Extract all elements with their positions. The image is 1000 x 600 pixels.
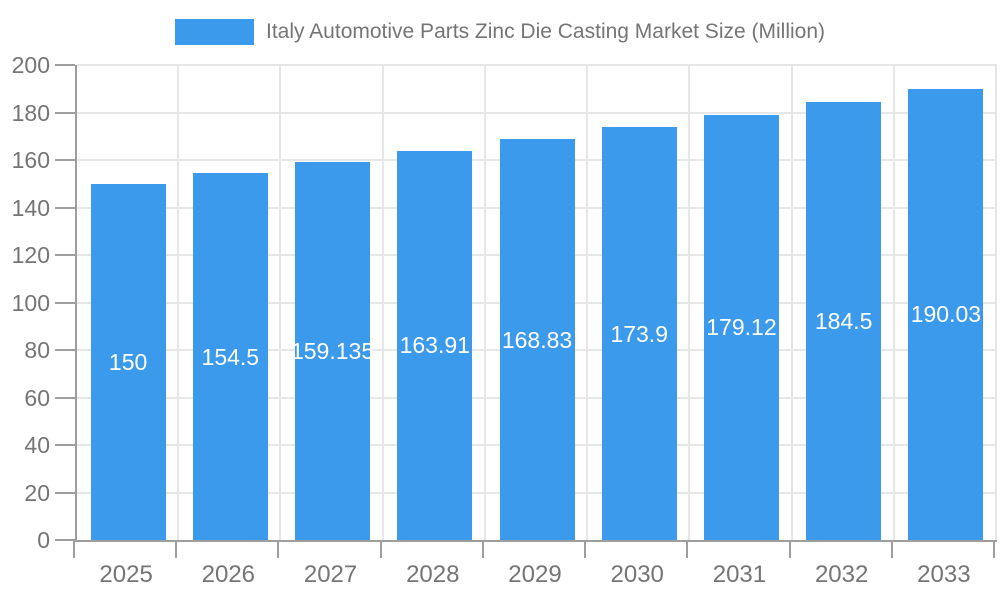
x-axis-tick-label: 2027 <box>303 561 358 588</box>
x-axis-tick <box>890 540 893 558</box>
y-axis-tick-label: 160 <box>11 147 50 173</box>
y-axis-tick-label: 140 <box>11 194 50 221</box>
y-axis-tick <box>55 349 75 351</box>
v-gridline <box>790 65 793 540</box>
y-axis-tick-label: 60 <box>24 384 50 411</box>
bar-value-label: 168.83 <box>501 326 573 353</box>
x-axis-tick <box>175 540 178 558</box>
v-gridline <box>688 65 691 540</box>
y-axis-tick <box>55 491 75 494</box>
y-axis-tick-label: 20 <box>24 479 50 506</box>
y-axis-tick-label: 0 <box>37 527 50 553</box>
h-gridline <box>77 64 997 66</box>
x-axis-tick <box>277 540 280 558</box>
y-axis-tick <box>55 64 75 66</box>
x-axis-tick-label: 2030 <box>610 561 664 588</box>
x-axis-tick <box>686 540 689 558</box>
legend[interactable]: Italy Automotive Parts Zinc Die Casting … <box>0 19 1000 45</box>
legend-label: Italy Automotive Parts Zinc Die Casting … <box>265 20 825 43</box>
x-axis-tick-label: 2032 <box>814 561 869 588</box>
legend-swatch-icon <box>174 19 254 45</box>
h-gridline <box>77 111 997 114</box>
x-axis-tick-label: 2033 <box>917 561 971 588</box>
x-axis-tick-label: 2031 <box>712 561 767 588</box>
y-axis-tick-label: 200 <box>11 52 50 78</box>
v-gridline <box>995 65 997 540</box>
x-axis-tick <box>788 540 791 558</box>
x-axis-tick-label: 2028 <box>406 561 460 588</box>
bar[interactable]: 154.5 <box>192 173 268 540</box>
x-axis-tick-label: 2025 <box>99 561 153 588</box>
v-gridline <box>586 65 589 540</box>
plot-area[interactable]: 150 154.5 159.135 163.91 168.83 173.9 179.12 18… <box>75 64 997 542</box>
x-axis-tick <box>993 540 995 558</box>
bar[interactable]: 190.03 <box>908 88 984 540</box>
bar-value-label: 159.135 <box>290 338 375 365</box>
y-axis-tick-label: 180 <box>11 99 50 126</box>
bar[interactable]: 163.91 <box>397 150 473 540</box>
bar[interactable]: 150 <box>90 183 166 540</box>
x-axis-tick <box>379 540 382 558</box>
v-gridline <box>279 65 282 540</box>
y-axis-tick <box>55 111 75 114</box>
v-gridline <box>483 65 486 540</box>
v-gridline <box>177 65 180 540</box>
x-axis-tick <box>73 540 75 558</box>
bar-value-label: 184.5 <box>814 307 873 334</box>
y-axis-tick <box>55 206 75 209</box>
x-axis-tick <box>481 540 484 558</box>
v-gridline <box>381 65 384 540</box>
y-axis-tick-label: 100 <box>11 289 50 316</box>
bar[interactable]: 168.83 <box>499 139 575 540</box>
y-axis-tick-label: 40 <box>24 432 50 458</box>
bar-value-label: 179.12 <box>706 314 777 341</box>
bar[interactable]: 159.135 <box>291 162 374 540</box>
y-axis-tick <box>55 301 75 304</box>
bar[interactable]: 184.5 <box>806 101 882 540</box>
bar-value-label: 190.03 <box>910 301 982 328</box>
bar-value-label: 173.9 <box>610 320 668 347</box>
bar-value-label: 150 <box>108 348 148 375</box>
x-axis-tick <box>584 540 587 558</box>
x-axis-tick-label: 2029 <box>508 561 562 588</box>
y-axis-tick-label: 80 <box>24 337 50 363</box>
x-axis-tick-label: 2026 <box>201 561 256 588</box>
y-axis-tick <box>55 396 75 399</box>
bar-value-label: 163.91 <box>399 332 470 359</box>
y-axis-tick <box>55 159 75 161</box>
y-axis-tick <box>55 539 75 541</box>
y-axis-tick <box>55 444 75 446</box>
y-axis-tick-label: 120 <box>11 242 50 268</box>
v-gridline <box>892 65 895 540</box>
bar[interactable]: 179.12 <box>703 114 779 540</box>
bar-value-label: 154.5 <box>201 343 260 370</box>
y-axis-tick <box>55 254 75 256</box>
bar[interactable]: 173.9 <box>601 127 677 540</box>
